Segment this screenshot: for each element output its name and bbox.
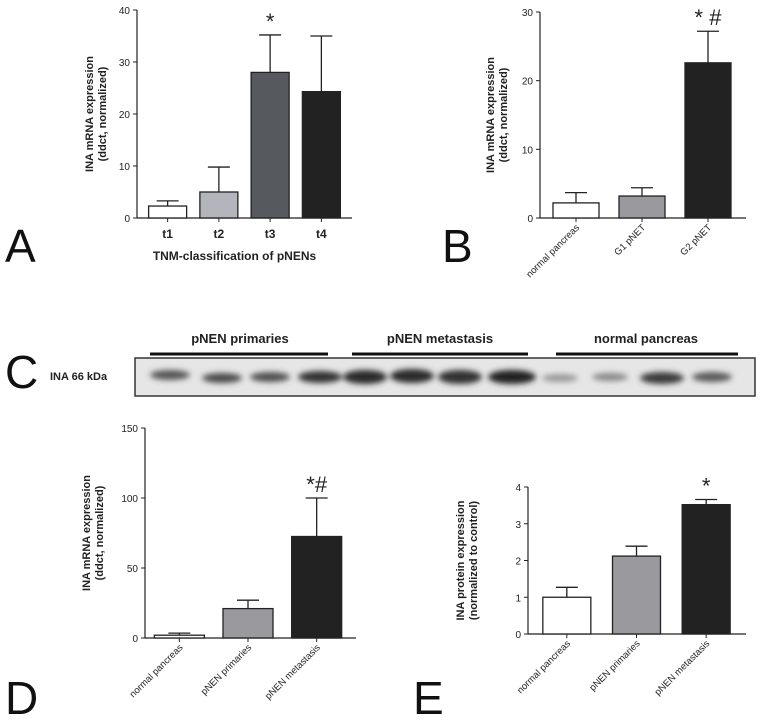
x-tick-label: pNEN metastasis: [653, 638, 713, 698]
y-tick-label: 2: [515, 557, 521, 568]
bar: [684, 62, 732, 219]
blot-group: pNEN metastasis: [387, 331, 493, 346]
panel-letter: B: [442, 220, 473, 272]
bar: [552, 202, 600, 219]
y-tick-label: 20: [522, 77, 534, 88]
y-axis-label: (ddct, normalized): [498, 67, 510, 162]
bar: [222, 607, 274, 639]
y-tick-label: 10: [522, 145, 534, 156]
significance-marker: *: [266, 9, 275, 34]
blot-group: pNEN primaries: [191, 331, 289, 346]
y-tick-label: 10: [119, 162, 131, 173]
y-axis-label: INA mRNA expression: [84, 56, 96, 172]
y-axis-label: (ddct, normalized): [97, 66, 109, 161]
y-axis-label: INA mRNA expression: [485, 57, 497, 173]
x-tick-label: t1: [162, 227, 173, 241]
y-axis-label: INA mRNA expression: [81, 475, 93, 591]
y-tick-label: 150: [121, 424, 138, 435]
y-tick-label: 40: [119, 6, 131, 17]
y-tick-label: 30: [119, 58, 131, 69]
x-tick-label: G2 pNET: [678, 222, 714, 258]
panel-letter: C: [5, 346, 38, 398]
y-tick-label: 0: [132, 634, 138, 645]
bar: [542, 596, 592, 635]
x-tick-label: pNEN primaries: [587, 638, 642, 693]
panel-letter: A: [5, 220, 36, 272]
y-tick-label: 20: [119, 110, 131, 121]
x-tick-label: normal pancreas: [524, 222, 582, 280]
x-tick-label: normal pancreas: [128, 642, 186, 700]
y-tick-label: 30: [522, 8, 534, 19]
y-axis-label: (ddct, normalized): [94, 485, 106, 580]
bar: [291, 535, 343, 639]
bar: [618, 195, 666, 219]
y-tick-label: 0: [527, 214, 533, 225]
bar: [681, 503, 731, 635]
bar: [611, 555, 662, 635]
y-tick-label: 0: [124, 214, 130, 225]
blot-image: [134, 357, 756, 397]
y-axis-label: (normalized to control): [468, 501, 480, 621]
bar: [147, 205, 188, 219]
blot-group: normal pancreas: [594, 331, 698, 346]
bar: [153, 634, 205, 639]
x-tick-label: pNEN metastasis: [263, 642, 323, 702]
bar: [250, 71, 290, 219]
y-axis-label: INA protein expression: [455, 500, 467, 620]
y-tick-label: 4: [515, 483, 521, 494]
blot-label: INA 66 kDa: [50, 371, 108, 383]
y-tick-label: 0: [515, 630, 521, 641]
y-tick-label: 100: [121, 494, 138, 505]
x-tick-label: t3: [265, 227, 276, 241]
x-tick-label: t2: [214, 227, 225, 241]
y-tick-label: 1: [515, 593, 521, 604]
significance-marker: *: [702, 473, 711, 498]
x-tick-label: pNEN primaries: [199, 642, 254, 697]
significance-marker: *#: [306, 472, 328, 497]
x-tick-label: G1 pNET: [612, 222, 648, 258]
significance-marker: * #: [695, 5, 723, 30]
bar: [199, 191, 239, 219]
panel-letter: D: [5, 672, 38, 722]
y-tick-label: 3: [515, 520, 521, 531]
bar: [301, 90, 342, 219]
x-tick-label: t4: [316, 227, 327, 241]
y-tick-label: 50: [127, 564, 139, 575]
x-axis-label: TNM-classification of pNENs: [153, 249, 317, 263]
panel-letter: E: [413, 672, 444, 722]
x-tick-label: normal pancreas: [515, 638, 573, 696]
